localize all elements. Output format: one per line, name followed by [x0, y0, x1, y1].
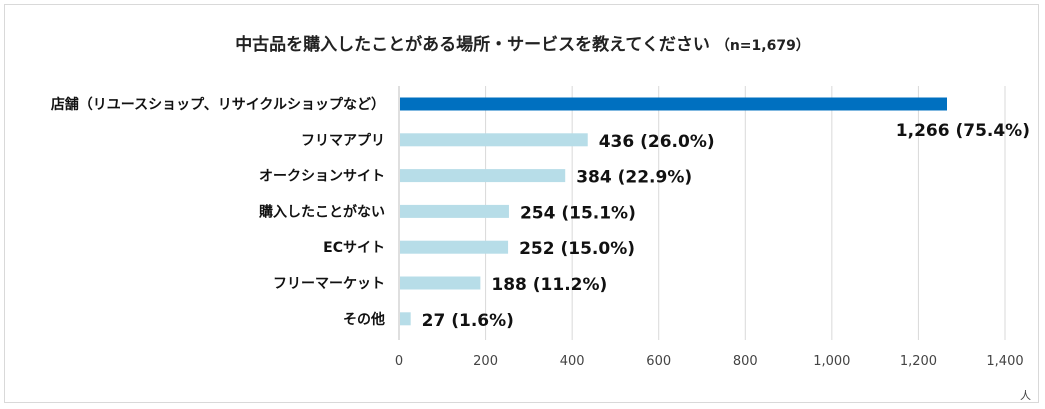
data-label: 384 (22.9%): [576, 168, 692, 188]
chart-frame: [4, 4, 1039, 403]
category-label: その他: [343, 311, 385, 328]
x-tick-label: 600: [646, 354, 671, 369]
bar-2: [400, 133, 588, 147]
data-label: 252 (15.0%): [519, 239, 635, 259]
corner-mark: 人: [1020, 389, 1031, 402]
chart-title-main: 中古品を購入したことがある場所・サービスを教えてください: [235, 35, 710, 55]
x-tick-label: 1,000: [813, 354, 850, 369]
data-label: 436 (26.0%): [599, 132, 715, 152]
x-tick-label: 800: [733, 354, 758, 369]
data-label: 1,266 (75.4%): [896, 121, 1030, 141]
category-label: ECサイト: [323, 240, 385, 256]
bar-4: [400, 204, 509, 218]
data-label: 254 (15.1%): [520, 203, 636, 223]
category-label: フリーマーケット: [273, 276, 385, 292]
bar-7: [400, 312, 411, 326]
category-label: オークションサイト: [259, 169, 385, 185]
x-tick-label: 200: [473, 354, 498, 369]
x-tick-label: 0: [395, 354, 403, 369]
bar-3: [400, 169, 566, 183]
x-tick-label: 1,400: [986, 354, 1023, 369]
chart-title-sample: （n=1,679）: [715, 38, 810, 54]
data-label: 188 (11.2%): [491, 275, 607, 295]
category-label: 店舗（リユースショップ、リサイクルショップなど）: [51, 96, 385, 113]
bar-1: [400, 97, 947, 111]
bar-6: [400, 276, 481, 290]
category-label: 購入したことがない: [258, 203, 385, 220]
bar-5: [400, 240, 509, 254]
category-label: フリマアプリ: [301, 133, 385, 149]
x-tick-label: 1,200: [900, 354, 937, 369]
chart-title: 中古品を購入したことがある場所・サービスを教えてください （n=1,679）: [0, 30, 1045, 55]
x-tick-label: 400: [560, 354, 585, 369]
data-label: 27 (1.6%): [422, 311, 514, 331]
